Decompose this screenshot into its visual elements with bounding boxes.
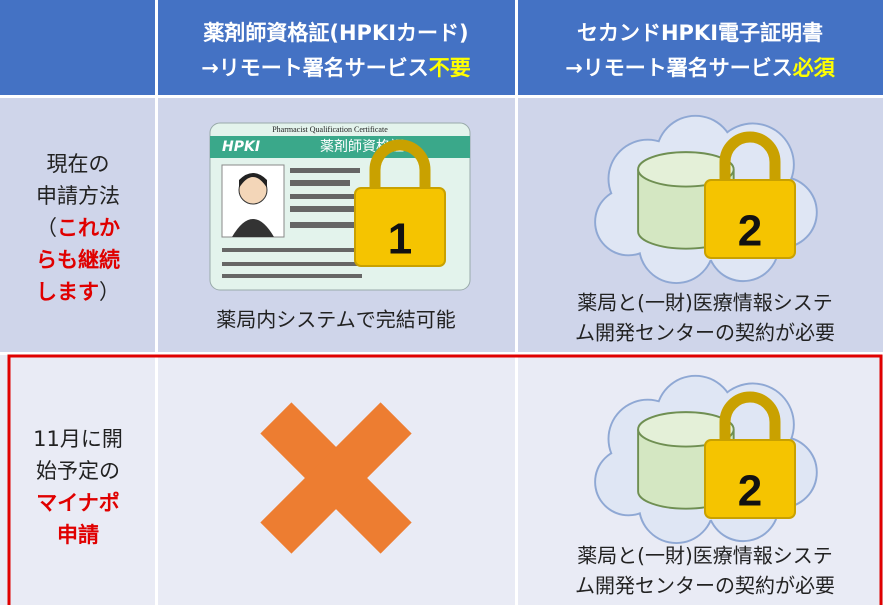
row-label: 始予定の [36,459,120,483]
caption: ム開発センターの契約が必要 [575,321,835,345]
row-label-text: 申請方法 [36,184,120,208]
row-label-emphasis: これか [57,216,120,240]
row-label-emphasis: マイナポ [36,491,120,515]
row-label-emphasis: らも継続 [36,248,120,272]
header-text: →リモート署名サービス [565,56,793,80]
row-label: （これか [36,216,120,240]
row-label-emphasis: します [36,280,99,304]
row-label: 11月に開 [33,427,123,451]
lock-number: 1 [388,215,412,264]
card-title: Pharmacist Qualification Certificate [272,125,388,134]
cell [0,98,155,352]
caption: 薬局と(一財)医療情報システ [577,544,833,568]
header-cell [518,0,883,95]
row-label: します） [36,280,120,304]
header-text: →リモート署名サービス不要 [201,56,471,80]
row-label: マイナポ [36,491,120,515]
caption: ム開発センターの契約が必要 [575,574,835,598]
header-cell [0,0,155,95]
card-logo: HPKI [222,139,260,155]
row-label: 申請方法 [36,184,120,208]
row-label-text: 現在の [47,152,110,176]
lock-number: 2 [738,467,762,516]
row-label: 申請 [57,523,99,547]
cross-icon [260,402,412,554]
row-label: 現在の [47,152,110,176]
header-emphasis: 必須 [793,56,836,80]
lock-number: 2 [738,207,762,256]
row-label-text: （ [36,216,57,240]
header-cell [158,0,515,95]
row-label-text: ） [99,280,120,304]
row-label-text: 11月に開 [33,427,123,451]
highlight-border [7,354,883,605]
row-label-emphasis: 申請 [57,523,99,547]
row-label-text: 始予定の [36,459,120,483]
row-label: らも継続 [36,248,120,272]
header-text: 薬剤師資格証(HPKIカード) [203,21,468,45]
caption: 薬局内システムで完結可能 [216,308,455,332]
header-text: →リモート署名サービス必須 [565,56,836,80]
header-emphasis: 不要 [429,56,471,80]
cell [0,355,155,605]
header-text: セカンドHPKI電子証明書 [577,21,823,45]
caption: 薬局と(一財)医療情報システ [577,291,833,315]
header-text: →リモート署名サービス [201,56,429,80]
